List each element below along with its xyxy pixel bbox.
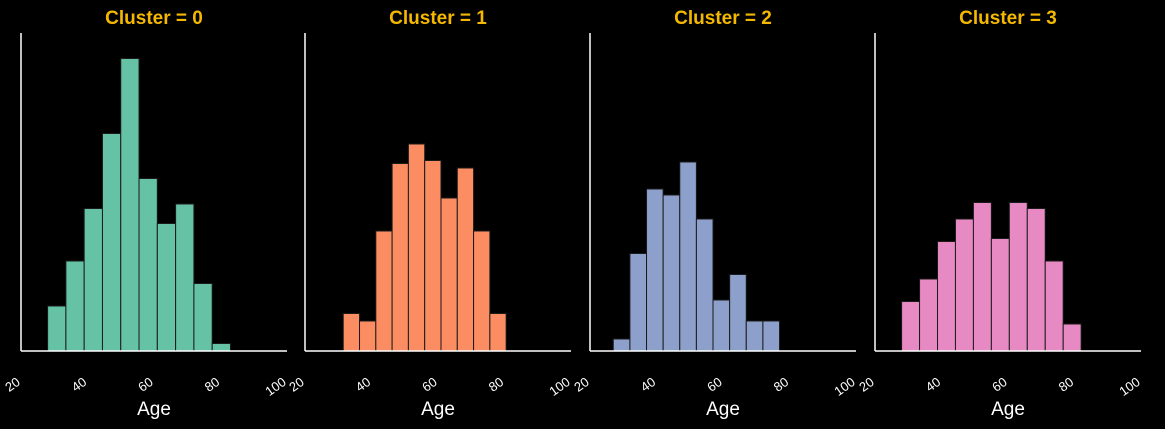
x-tick-label: 100 xyxy=(831,374,857,399)
x-tick-label: 80 xyxy=(1056,374,1076,395)
facet-title: Cluster = 1 xyxy=(389,8,487,29)
x-tick-label: 100 xyxy=(262,374,288,399)
histogram-bar xyxy=(695,218,714,352)
histogram-bar xyxy=(954,218,974,352)
histogram-bar xyxy=(745,320,764,352)
histogram-bar xyxy=(990,238,1010,352)
histogram-bar xyxy=(1062,323,1082,352)
x-tick-label: 40 xyxy=(638,374,658,395)
histogram-bar xyxy=(1044,260,1064,352)
histogram-bar xyxy=(473,230,491,352)
x-tick-label: 100 xyxy=(546,374,572,399)
facet-title: Cluster = 3 xyxy=(959,8,1057,29)
facet-3: Cluster = 3 20 40 60 80 100 Age xyxy=(856,8,1142,420)
facet-0: Cluster = 0 20 40 60 80 100 Age xyxy=(2,8,288,420)
x-tick-label: 80 xyxy=(202,374,222,395)
histogram-bar xyxy=(375,230,393,352)
facet-title: Cluster = 0 xyxy=(105,8,203,29)
x-tick-label: 40 xyxy=(353,374,373,395)
histogram-bar xyxy=(407,143,426,352)
histogram-bar xyxy=(629,253,648,352)
histogram-bar xyxy=(120,58,140,352)
x-tick-label: 80 xyxy=(486,374,506,395)
x-tick-label: 20 xyxy=(2,374,22,395)
x-tick-label: 20 xyxy=(571,374,591,395)
histogram-bar xyxy=(440,197,458,352)
histogram-bar xyxy=(156,223,177,352)
histogram-bar xyxy=(101,133,122,352)
x-tick-label: 40 xyxy=(69,374,89,395)
histogram-bar xyxy=(456,167,475,352)
histogram-bar xyxy=(359,320,377,352)
histogram-bar xyxy=(342,313,361,352)
x-axis-label: Age xyxy=(137,399,171,420)
histogram-bar xyxy=(391,163,409,352)
x-tick-label: 100 xyxy=(1116,374,1142,399)
x-axis-label: Age xyxy=(991,399,1025,420)
x-tick-label: 60 xyxy=(989,374,1009,395)
histogram-bar xyxy=(679,161,697,352)
x-tick-label: 60 xyxy=(704,374,724,395)
x-tick-label: 20 xyxy=(856,374,876,395)
histogram-bar xyxy=(712,299,731,352)
histogram-bar xyxy=(65,260,85,352)
histogram-bar xyxy=(193,283,213,352)
histogram-bar xyxy=(138,178,158,352)
histogram-bar xyxy=(972,202,992,352)
x-tick-label: 40 xyxy=(923,374,943,395)
histogram-bar xyxy=(424,160,442,352)
histogram-bar xyxy=(83,208,103,352)
facet-1: Cluster = 1 20 40 60 80 100 Age xyxy=(286,8,572,420)
histogram-bar xyxy=(729,274,747,352)
facet-2: Cluster = 2 20 40 60 80 100 Age xyxy=(571,8,857,420)
x-tick-label: 60 xyxy=(419,374,439,395)
histogram-bar xyxy=(919,278,939,352)
histogram-bar xyxy=(901,301,921,352)
x-tick-label: 80 xyxy=(771,374,791,395)
x-tick-label: 60 xyxy=(135,374,155,395)
histogram-bar xyxy=(1008,202,1028,352)
histogram-bar xyxy=(211,343,231,352)
x-tick-label: 20 xyxy=(286,374,306,395)
histogram-bar xyxy=(662,194,681,352)
facet-title: Cluster = 2 xyxy=(674,8,772,29)
histogram-bar xyxy=(489,313,507,352)
histogram-bar xyxy=(47,305,67,352)
histogram-bar xyxy=(175,203,195,352)
histogram-bar xyxy=(1026,208,1046,352)
x-axis-label: Age xyxy=(421,399,455,420)
histogram-bar xyxy=(937,241,956,352)
histogram-bar xyxy=(762,320,781,352)
x-axis-label: Age xyxy=(706,399,740,420)
histogram-bar xyxy=(646,188,664,352)
histogram-bar xyxy=(612,338,631,352)
